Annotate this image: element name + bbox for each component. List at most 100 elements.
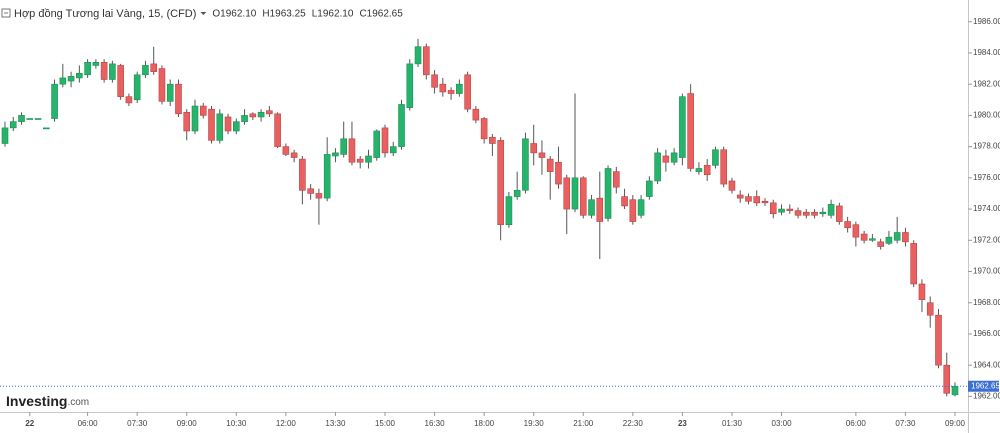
candle bbox=[902, 227, 909, 247]
x-tick-label: 06:00 bbox=[78, 419, 99, 428]
candle bbox=[406, 59, 414, 111]
candle-body bbox=[522, 138, 529, 191]
candle bbox=[571, 93, 579, 213]
candle bbox=[910, 240, 917, 288]
y-tick-label: 1976.00 bbox=[973, 173, 1000, 182]
candle bbox=[563, 174, 571, 235]
candle-body bbox=[902, 232, 909, 243]
plot-area bbox=[1, 38, 959, 397]
candle-body bbox=[803, 211, 810, 216]
candle bbox=[522, 132, 529, 194]
x-tick-label: 19:30 bbox=[524, 419, 545, 428]
candle-body bbox=[513, 190, 521, 197]
candle bbox=[761, 198, 769, 206]
candle-body bbox=[646, 180, 653, 197]
candle-body bbox=[158, 68, 166, 102]
candle-body bbox=[166, 83, 174, 102]
candle bbox=[505, 191, 513, 228]
x-tick-label: 22 bbox=[25, 419, 34, 428]
candle-body bbox=[695, 168, 703, 172]
x-tick-label: 10:30 bbox=[226, 419, 247, 428]
candle bbox=[596, 171, 604, 260]
candle-body bbox=[489, 136, 496, 144]
candle bbox=[720, 146, 727, 188]
candle-body bbox=[67, 76, 75, 82]
candle bbox=[76, 65, 83, 83]
candle bbox=[703, 159, 711, 181]
candle-body bbox=[571, 177, 579, 210]
candle bbox=[588, 195, 595, 219]
candle-body bbox=[943, 364, 951, 394]
candle-body bbox=[398, 104, 405, 147]
x-tick-label: 07:30 bbox=[127, 419, 148, 428]
x-tick-label: 09:00 bbox=[177, 419, 198, 428]
candle bbox=[819, 207, 827, 217]
candle-body bbox=[579, 177, 587, 216]
candle bbox=[579, 176, 587, 219]
candle-body bbox=[183, 111, 191, 132]
candle bbox=[836, 202, 843, 225]
candle-body bbox=[59, 77, 67, 85]
candle bbox=[67, 71, 75, 88]
candle-body bbox=[100, 62, 108, 80]
dropdown-arrow[interactable] bbox=[200, 12, 207, 15]
candle bbox=[381, 124, 389, 158]
candle bbox=[191, 99, 199, 135]
x-tick-label: 07:30 bbox=[895, 419, 916, 428]
y-tick-label: 1984.00 bbox=[973, 48, 1000, 57]
candle bbox=[753, 190, 761, 206]
candle-body bbox=[414, 46, 422, 65]
ohlc-values: O1962.10 H1963.25 L1962.10 C1962.65 bbox=[212, 9, 403, 20]
candle-body bbox=[637, 199, 645, 216]
candle-body bbox=[266, 110, 273, 115]
candle-body bbox=[836, 205, 843, 222]
candle-body bbox=[175, 83, 182, 115]
candle bbox=[125, 93, 133, 107]
candle-body bbox=[819, 211, 827, 215]
candle bbox=[431, 70, 438, 94]
candle bbox=[621, 188, 628, 210]
candle-body bbox=[373, 130, 381, 158]
candle-body bbox=[893, 232, 901, 241]
last-price-label: 1962.65 bbox=[971, 381, 1000, 390]
collapse-icon[interactable] bbox=[1, 8, 11, 18]
candle bbox=[117, 63, 124, 100]
candle-body bbox=[910, 243, 917, 285]
x-tick-label: 06:00 bbox=[846, 419, 867, 428]
candle-body bbox=[142, 65, 149, 76]
candle-body bbox=[133, 74, 141, 101]
candle-body bbox=[332, 152, 339, 157]
candle bbox=[43, 127, 50, 130]
candle bbox=[365, 149, 372, 169]
candle bbox=[439, 77, 447, 97]
candle bbox=[290, 149, 298, 163]
candle bbox=[133, 71, 141, 103]
candle-body bbox=[703, 165, 711, 176]
candle-body bbox=[456, 83, 463, 94]
candle bbox=[951, 382, 959, 397]
candle bbox=[158, 65, 166, 105]
candle bbox=[860, 230, 868, 244]
y-tick-label: 1980.00 bbox=[973, 111, 1000, 120]
candle-body bbox=[224, 116, 232, 132]
candle bbox=[794, 207, 802, 219]
candle-body bbox=[249, 113, 257, 118]
x-tick-label: 12:00 bbox=[276, 419, 297, 428]
logo-name: Investing bbox=[6, 393, 67, 409]
candle bbox=[414, 38, 422, 68]
candle bbox=[59, 63, 67, 88]
x-tick-label: 09:00 bbox=[945, 419, 966, 428]
y-tick-label: 1982.00 bbox=[973, 79, 1000, 88]
candle bbox=[811, 209, 818, 219]
candle bbox=[340, 121, 347, 158]
candle-body bbox=[92, 62, 100, 66]
candle-body bbox=[555, 161, 562, 185]
candle bbox=[92, 59, 100, 69]
candle bbox=[315, 188, 323, 225]
candle-body bbox=[497, 140, 504, 225]
x-tick-label: 13:30 bbox=[325, 419, 346, 428]
candle-body bbox=[538, 152, 546, 158]
candle bbox=[513, 171, 521, 200]
candle bbox=[654, 148, 661, 185]
candle bbox=[423, 43, 430, 80]
